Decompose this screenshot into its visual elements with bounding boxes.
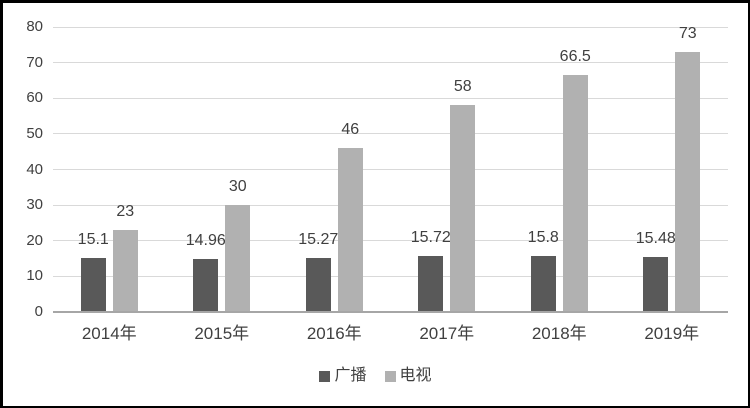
bar-电视-2014年 — [112, 230, 138, 312]
bar-电视-2019年 — [675, 51, 701, 312]
bar-广播-2015年 — [193, 258, 219, 312]
legend-swatch-radio-icon — [319, 370, 331, 382]
x-tick-label: 2016年 — [306, 324, 362, 343]
data-label: 15.1 — [77, 231, 109, 249]
legend-item-radio: 广播 — [319, 366, 367, 386]
bar-广播-2017年 — [418, 255, 444, 312]
plot-area: 0 10 20 30 40 50 60 70 80 2014年 15.1 23 2015年 14.96 30… — [3, 3, 748, 406]
y-tick-label: 60 — [26, 89, 43, 107]
x-tick-label: 2018年 — [531, 324, 587, 343]
bar-电视-2017年 — [450, 105, 476, 312]
bar-电视-2016年 — [337, 148, 363, 312]
legend-label-tv: 电视 — [399, 367, 432, 384]
data-label: 15.48 — [635, 229, 676, 247]
data-label: 66.5 — [559, 48, 591, 66]
data-label: 15.72 — [410, 228, 451, 246]
legend-item-tv: 电视 — [384, 366, 432, 386]
y-tick-label: 0 — [34, 303, 43, 320]
legend: 广播 电视 — [3, 366, 748, 386]
gridline — [53, 275, 728, 277]
bar-电视-2015年 — [225, 205, 251, 312]
y-tick-label: 70 — [26, 53, 43, 71]
data-label: 73 — [678, 24, 697, 42]
y-tick-label: 40 — [26, 160, 43, 178]
gridline — [53, 26, 728, 28]
gridline — [53, 240, 728, 242]
bar-广播-2014年 — [80, 258, 106, 312]
x-tick-label: 2014年 — [81, 324, 137, 343]
bar-广播-2018年 — [530, 255, 556, 312]
x-tick-label: 2017年 — [419, 324, 475, 343]
data-label: 15.8 — [527, 228, 559, 246]
gridline — [53, 169, 728, 170]
x-tick-label: 2019年 — [644, 324, 700, 343]
gridline — [53, 133, 728, 135]
y-tick-label: 10 — [26, 267, 43, 285]
x-tick-label: 2015年 — [194, 324, 250, 343]
y-tick-label: 80 — [26, 18, 43, 35]
data-label: 30 — [228, 178, 247, 196]
bar-广播-2016年 — [305, 257, 331, 312]
bar-电视-2018年 — [562, 75, 588, 312]
legend-label-radio: 广播 — [334, 367, 367, 384]
y-tick-label: 30 — [26, 196, 43, 214]
data-label: 46 — [341, 121, 360, 139]
data-label: 23 — [116, 203, 135, 221]
y-tick-label: 20 — [26, 231, 43, 249]
x-axis-line — [53, 311, 728, 313]
gridline — [53, 204, 728, 206]
gridline — [53, 62, 728, 64]
data-label: 58 — [453, 78, 472, 96]
legend-swatch-tv-icon — [384, 370, 396, 382]
bar-广播-2019年 — [643, 256, 669, 312]
y-tick-label: 50 — [26, 124, 43, 142]
gridline — [53, 97, 728, 99]
data-label: 14.96 — [185, 231, 226, 249]
data-label: 15.27 — [298, 230, 339, 248]
